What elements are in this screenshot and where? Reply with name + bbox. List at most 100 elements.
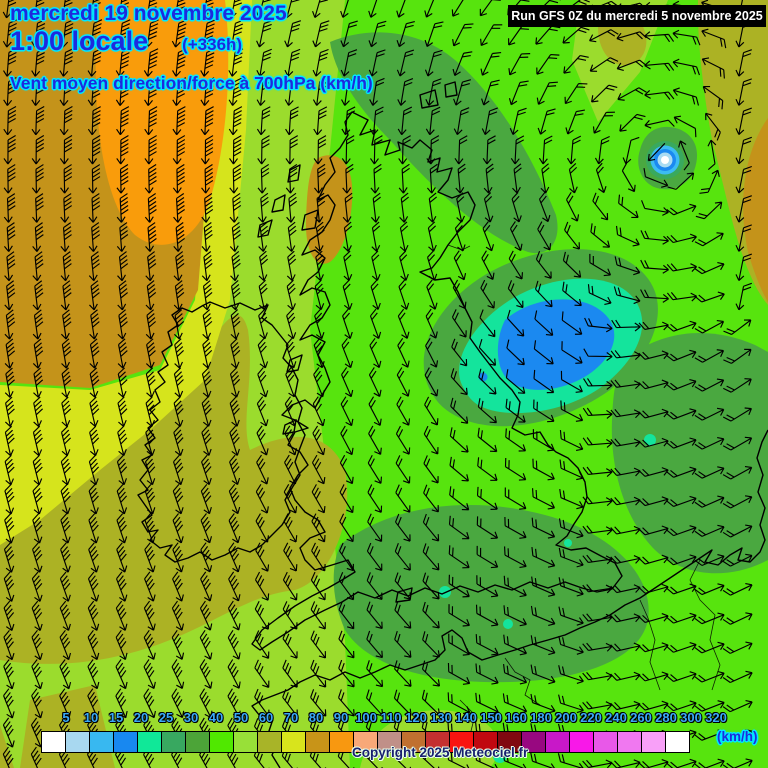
wind-barb [367, 513, 383, 542]
wind-barb [32, 222, 44, 252]
wind-barb [313, 106, 328, 136]
wind-barb [694, 670, 725, 683]
wind-barb [60, 280, 72, 311]
wind-barb [735, 195, 752, 223]
wind-barb [4, 280, 16, 311]
wind-barb [592, 192, 609, 221]
wind-barb [256, 396, 269, 427]
wind-barb [200, 19, 216, 48]
wind-barb [479, 0, 504, 17]
wind-barb [735, 107, 752, 135]
wind-barb [694, 261, 725, 275]
wind-barb [60, 222, 72, 252]
wind-barb [368, 396, 382, 426]
wind-barb [4, 425, 15, 457]
wind-barb [201, 454, 212, 486]
wind-barb [694, 729, 725, 741]
wind-barb [453, 107, 470, 136]
wind-barb [422, 601, 440, 629]
wind-barb [31, 600, 43, 631]
wind-barb [229, 454, 241, 485]
island-orkney [444, 81, 458, 98]
wind-barb [638, 613, 669, 624]
wind-barb [610, 525, 641, 535]
wind-barb [422, 631, 440, 658]
wind-barb [3, 571, 15, 602]
wind-barb [481, 79, 500, 106]
wind-barb [59, 77, 74, 106]
wind-barb [426, 163, 439, 194]
wind-barb [87, 48, 102, 77]
wind-barb [582, 642, 613, 652]
river-border-line [689, 559, 721, 691]
wind-barb [229, 192, 242, 223]
wind-barb [474, 751, 499, 768]
wind-barb [60, 454, 71, 486]
wind-barb [314, 163, 326, 194]
wind-barb [87, 19, 103, 48]
wind-barb [312, 396, 326, 427]
wind-barb [32, 338, 44, 369]
wind-barb [32, 309, 44, 340]
wind-barb [144, 164, 157, 194]
wind-barb [284, 425, 297, 456]
wind-barb [533, 340, 554, 365]
coastline-great-britain [251, 111, 623, 651]
wind-barb [88, 193, 101, 223]
wind-barb [89, 396, 100, 427]
wind-barb [2, 0, 18, 19]
wind-barb [582, 496, 613, 507]
wind-barb [421, 748, 441, 768]
wind-barb [31, 19, 46, 48]
wind-barb [479, 309, 496, 338]
wind-barb [701, 57, 725, 79]
wind-barb [312, 0, 331, 18]
wind-barb [339, 542, 354, 572]
wind-barb [143, 48, 159, 77]
wind-barb [666, 408, 697, 420]
wind-barb [30, 746, 44, 768]
wind-barb [504, 487, 527, 510]
wind-barb [537, 221, 552, 251]
wind-barb [638, 437, 669, 448]
wind-barb [453, 250, 467, 281]
wind-barb [285, 163, 298, 194]
wind-barb [638, 642, 669, 653]
wind-barb [229, 164, 242, 194]
wind-barb [582, 701, 613, 710]
wind-barb [610, 671, 641, 681]
wind-barb [172, 164, 185, 194]
legend-cell [137, 731, 162, 753]
wind-barb [60, 193, 73, 223]
wind-barb [505, 428, 526, 452]
wind-barb [722, 670, 753, 684]
wind-barb [560, 400, 584, 422]
wind-barb [644, 90, 675, 100]
wind-barb [365, 689, 384, 717]
river-border-line [504, 657, 541, 706]
wind-barb [448, 604, 470, 627]
wind-barb [200, 483, 212, 515]
wind-barb [202, 338, 213, 369]
wind-barb [60, 251, 72, 282]
wind-barb [561, 341, 583, 364]
wind-barb [395, 513, 411, 542]
wind-barb [694, 554, 725, 566]
wind-barb [116, 542, 128, 573]
wind-barb [116, 571, 128, 602]
wind-barb [396, 21, 415, 48]
wind-barb [227, 688, 241, 718]
legend-cell [545, 731, 570, 753]
wind-barb [60, 309, 72, 340]
wind-barb [476, 575, 499, 598]
wind-barb [200, 542, 213, 573]
wind-barb [702, 85, 724, 110]
wind-barb [369, 337, 382, 368]
wind-barb [115, 688, 128, 719]
wind-barb [88, 164, 101, 194]
wind-barb [257, 192, 269, 223]
wind-barb [395, 455, 411, 484]
wind-barb [475, 663, 499, 685]
wind-barb [285, 367, 297, 398]
wind-barb [666, 263, 698, 272]
